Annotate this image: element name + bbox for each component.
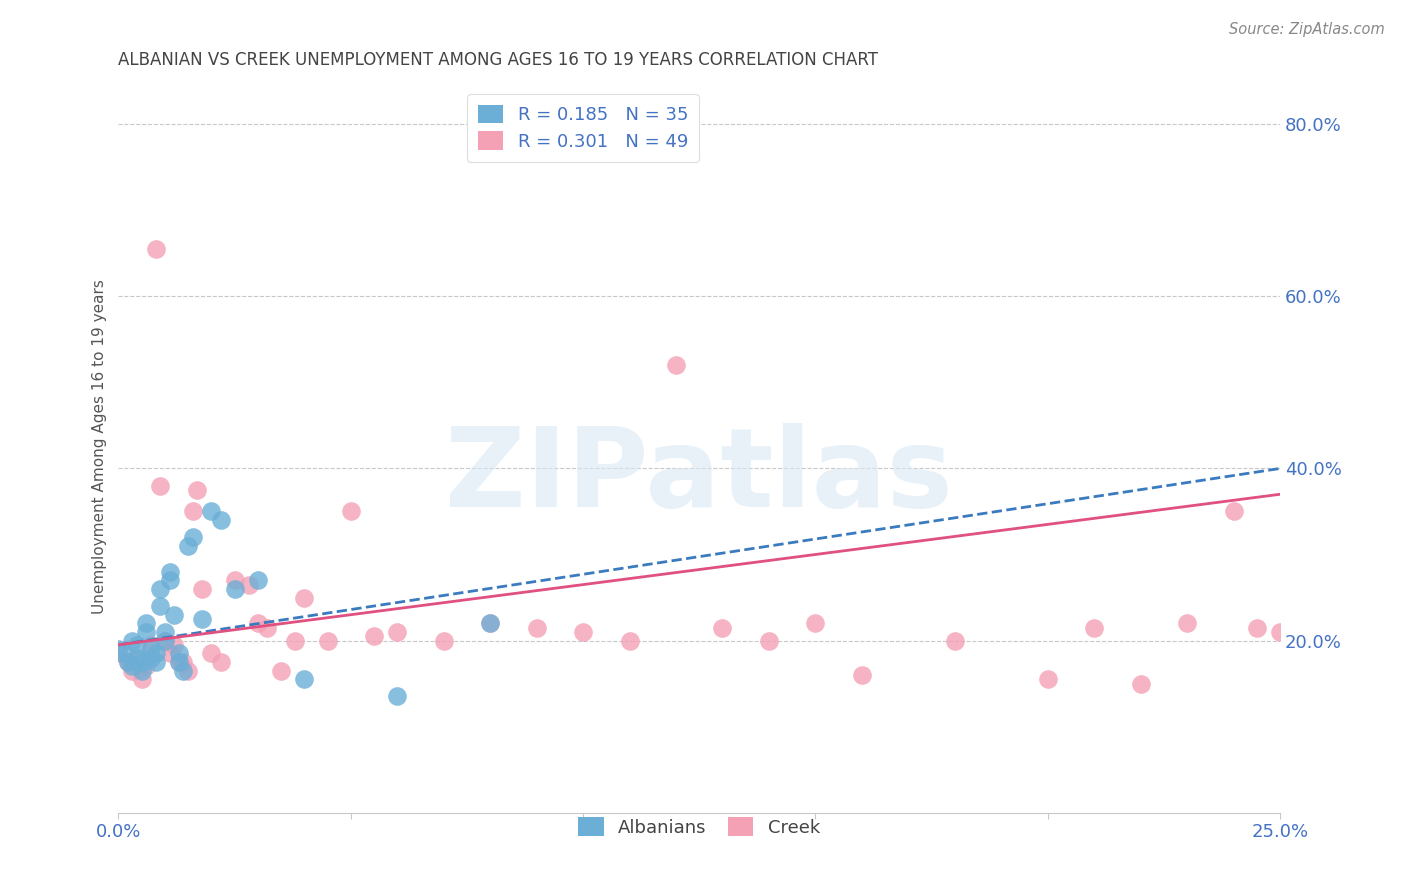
Point — [149, 582, 172, 596]
Point — [131, 664, 153, 678]
Point — [191, 612, 214, 626]
Point — [224, 582, 246, 596]
Point — [173, 655, 195, 669]
Point — [572, 624, 595, 639]
Point — [117, 655, 139, 669]
Point — [224, 574, 246, 588]
Point — [433, 633, 456, 648]
Point — [200, 647, 222, 661]
Point — [1268, 624, 1291, 639]
Point — [804, 616, 827, 631]
Point — [135, 616, 157, 631]
Point — [619, 633, 641, 648]
Point — [131, 655, 153, 669]
Point — [139, 650, 162, 665]
Point — [159, 574, 181, 588]
Point — [145, 655, 167, 669]
Point — [479, 616, 502, 631]
Point — [181, 530, 204, 544]
Point — [943, 633, 966, 648]
Point — [200, 504, 222, 518]
Point — [1222, 504, 1244, 518]
Point — [153, 633, 176, 648]
Point — [145, 647, 167, 661]
Point — [149, 478, 172, 492]
Point — [125, 650, 148, 665]
Point — [758, 633, 780, 648]
Point — [387, 624, 409, 639]
Point — [153, 624, 176, 639]
Point — [181, 504, 204, 518]
Point — [191, 582, 214, 596]
Point — [167, 655, 190, 669]
Point — [292, 672, 315, 686]
Point — [173, 664, 195, 678]
Point — [121, 633, 143, 648]
Point — [131, 672, 153, 686]
Point — [238, 577, 260, 591]
Point — [112, 647, 135, 661]
Point — [292, 591, 315, 605]
Point — [135, 624, 157, 639]
Point — [149, 599, 172, 613]
Point — [1129, 676, 1152, 690]
Point — [256, 621, 278, 635]
Point — [125, 650, 148, 665]
Point — [1036, 672, 1059, 686]
Point — [107, 642, 129, 657]
Text: ZIPatlas: ZIPatlas — [446, 423, 953, 530]
Point — [479, 616, 502, 631]
Point — [246, 616, 269, 631]
Point — [246, 574, 269, 588]
Point — [163, 638, 186, 652]
Point — [121, 659, 143, 673]
Text: ALBANIAN VS CREEK UNEMPLOYMENT AMONG AGES 16 TO 19 YEARS CORRELATION CHART: ALBANIAN VS CREEK UNEMPLOYMENT AMONG AGE… — [118, 51, 879, 69]
Point — [316, 633, 339, 648]
Point — [284, 633, 307, 648]
Point — [167, 655, 190, 669]
Point — [1175, 616, 1198, 631]
Point — [186, 483, 208, 497]
Point — [121, 664, 143, 678]
Point — [209, 513, 232, 527]
Point — [363, 629, 385, 643]
Point — [851, 668, 873, 682]
Point — [711, 621, 734, 635]
Point — [1083, 621, 1105, 635]
Point — [135, 659, 157, 673]
Point — [139, 638, 162, 652]
Point — [387, 690, 409, 704]
Point — [107, 647, 129, 661]
Point — [177, 539, 200, 553]
Y-axis label: Unemployment Among Ages 16 to 19 years: Unemployment Among Ages 16 to 19 years — [93, 279, 107, 615]
Point — [526, 621, 548, 635]
Point — [177, 664, 200, 678]
Text: Source: ZipAtlas.com: Source: ZipAtlas.com — [1229, 22, 1385, 37]
Point — [1246, 621, 1268, 635]
Point — [159, 565, 181, 579]
Legend: Albanians, Creek: Albanians, Creek — [571, 810, 827, 844]
Point — [665, 358, 688, 372]
Point — [270, 664, 292, 678]
Point — [339, 504, 361, 518]
Point — [209, 655, 232, 669]
Point — [145, 242, 167, 256]
Point — [139, 642, 162, 657]
Point — [153, 633, 176, 648]
Point — [167, 647, 190, 661]
Point — [125, 638, 148, 652]
Point — [117, 655, 139, 669]
Point — [163, 607, 186, 622]
Point — [159, 647, 181, 661]
